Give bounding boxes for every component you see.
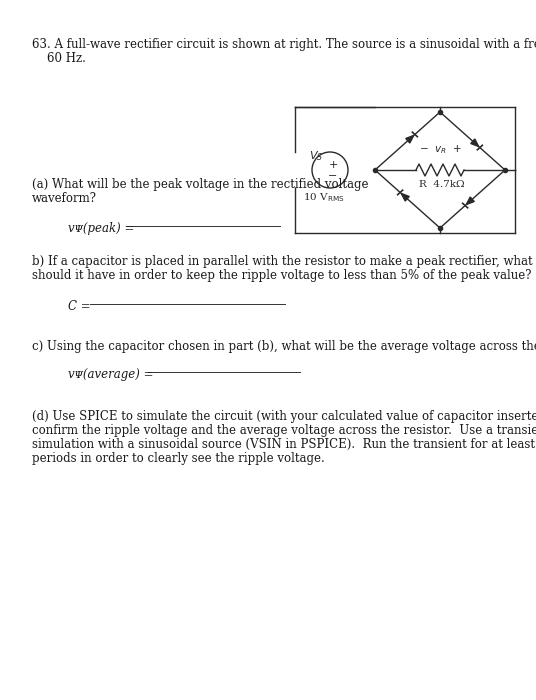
Text: +: + <box>329 160 338 170</box>
Text: b) If a capacitor is placed in parallel with the resistor to make a peak rectifi: b) If a capacitor is placed in parallel … <box>32 255 536 268</box>
Text: 10 V$_{\mathrm{RMS}}$: 10 V$_{\mathrm{RMS}}$ <box>303 192 345 204</box>
Text: c) Using the capacitor chosen in part (b), what will be the average voltage acro: c) Using the capacitor chosen in part (b… <box>32 340 536 353</box>
Text: vᴪ(average) =: vᴪ(average) = <box>68 368 157 381</box>
Polygon shape <box>471 139 479 146</box>
Text: $V_S$: $V_S$ <box>309 149 323 163</box>
Text: vᴪ(peak) =: vᴪ(peak) = <box>68 222 138 235</box>
Text: periods in order to clearly see the ripple voltage.: periods in order to clearly see the ripp… <box>32 452 325 465</box>
Text: simulation with a sinusoidal source (VSIN in PSPICE).  Run the transient for at : simulation with a sinusoidal source (VSI… <box>32 438 536 451</box>
Text: waveform?: waveform? <box>32 192 97 205</box>
Text: −: − <box>329 171 338 181</box>
Polygon shape <box>466 197 474 204</box>
Text: (a) What will be the peak voltage in the rectified voltage: (a) What will be the peak voltage in the… <box>32 178 369 191</box>
Text: should it have in order to keep the ripple voltage to less than 5% of the peak v: should it have in order to keep the ripp… <box>32 269 532 282</box>
Text: C =: C = <box>68 300 94 313</box>
Text: confirm the ripple voltage and the average voltage across the resistor.  Use a t: confirm the ripple voltage and the avera… <box>32 424 536 437</box>
Polygon shape <box>401 193 410 201</box>
Polygon shape <box>406 135 414 143</box>
Text: $-$  $v_R$  $+$: $-$ $v_R$ $+$ <box>419 144 461 156</box>
Text: (d) Use SPICE to simulate the circuit (with your calculated value of capacitor i: (d) Use SPICE to simulate the circuit (w… <box>32 410 536 423</box>
Text: 63. A full-wave rectifier circuit is shown at right. The source is a sinusoidal : 63. A full-wave rectifier circuit is sho… <box>32 38 536 51</box>
Text: 60 Hz.: 60 Hz. <box>32 52 86 65</box>
Text: R  4.7kΩ: R 4.7kΩ <box>419 180 465 189</box>
